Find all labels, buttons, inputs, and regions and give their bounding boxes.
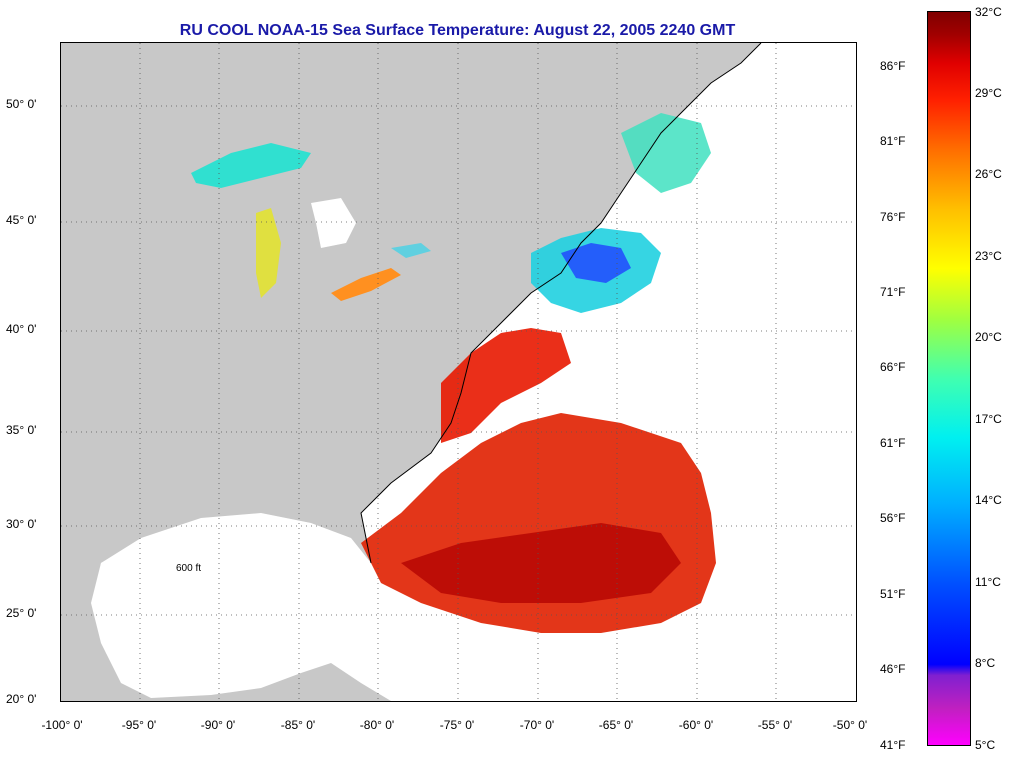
warm-water-core — [401, 523, 681, 603]
colorbar-celsius-8: 8°C — [975, 656, 996, 670]
colorbar-celsius-23: 23°C — [975, 249, 1002, 263]
lon-label-100: -100° 0' — [41, 718, 83, 732]
gulf-of-st-lawrence — [621, 113, 711, 193]
lon-label-65: -65° 0' — [598, 718, 634, 732]
lat-label-30: 30° 0' — [6, 517, 37, 531]
colorbar-fahrenheit-56: 56°F — [880, 511, 906, 525]
colorbar-fahrenheit-76: 76°F — [880, 210, 906, 224]
colorbar-celsius-5: 5°C — [975, 738, 996, 752]
lat-label-45: 45° 0' — [6, 213, 37, 227]
lon-label-85: -85° 0' — [280, 718, 316, 732]
colorbar-fahrenheit-51: 51°F — [880, 587, 906, 601]
lake-huron — [311, 198, 356, 248]
lon-label-55: -55° 0' — [757, 718, 793, 732]
lon-label-80: -80° 0' — [359, 718, 395, 732]
colorbar-fahrenheit-46: 46°F — [880, 662, 906, 676]
colorbar-fahrenheit-61: 61°F — [880, 436, 906, 450]
lon-label-95: -95° 0' — [121, 718, 157, 732]
colorbar-celsius-20: 20°C — [975, 330, 1002, 344]
contour-label: 600 ft — [176, 563, 201, 574]
colorbar-fahrenheit-71: 71°F — [880, 285, 906, 299]
lake-michigan — [256, 208, 281, 298]
colorbar-celsius-26: 26°C — [975, 167, 1002, 181]
colorbar-celsius-32: 32°C — [975, 5, 1002, 19]
lake-superior — [191, 143, 311, 188]
gulf-of-mexico — [96, 513, 381, 695]
colorbar-celsius-29: 29°C — [975, 86, 1002, 100]
lon-label-50: -50° 0' — [832, 718, 868, 732]
colorbar-fahrenheit-41: 41°F — [880, 738, 906, 752]
lake-ontario — [391, 243, 431, 258]
lat-label-40: 40° 0' — [6, 322, 37, 336]
map-title: RU COOL NOAA-15 Sea Surface Temperature:… — [179, 22, 736, 39]
lat-label-20: 20° 0' — [6, 692, 37, 706]
colorbar-celsius-11: 11°C — [975, 575, 1001, 589]
colorbar-fahrenheit-66: 66°F — [880, 360, 906, 374]
lat-label-35: 35° 0' — [6, 423, 37, 437]
colorbar-celsius-14: 14°C — [975, 493, 1002, 507]
lat-label-50: 50° 0' — [6, 97, 37, 111]
lon-label-90: -90° 0' — [200, 718, 236, 732]
sst-map[interactable]: 600 ft — [60, 42, 857, 702]
temperature-colorbar — [927, 11, 971, 746]
lon-label-75: -75° 0' — [439, 718, 475, 732]
mid-atlantic-shelf — [441, 328, 571, 443]
cold-patch — [561, 243, 631, 283]
coastline — [360, 43, 762, 564]
colorbar-fahrenheit-86: 86°F — [880, 59, 906, 73]
colorbar-celsius-17: 17°C — [975, 412, 1002, 426]
colorbar-fahrenheit-81: 81°F — [880, 134, 906, 148]
lake-erie — [331, 268, 401, 301]
lat-label-25: 25° 0' — [6, 606, 37, 620]
map-canvas: 600 ft — [61, 43, 856, 701]
lon-label-60: -60° 0' — [678, 718, 714, 732]
lon-label-70: -70° 0' — [519, 718, 555, 732]
